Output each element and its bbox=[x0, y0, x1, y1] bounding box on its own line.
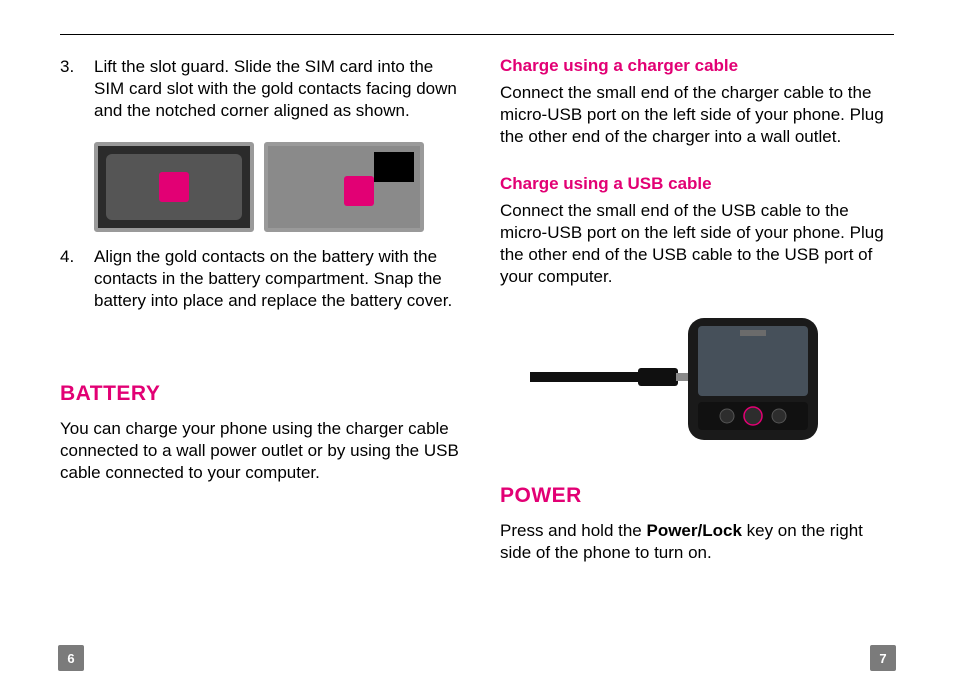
power-heading: POWER bbox=[500, 484, 896, 508]
phone-usb-cable-illustration bbox=[530, 312, 896, 442]
battery-heading: BATTERY bbox=[60, 382, 466, 406]
sim-images-row bbox=[94, 142, 466, 232]
step-text: Align the gold contacts on the battery w… bbox=[94, 246, 466, 312]
power-body-pre: Press and hold the bbox=[500, 521, 646, 540]
left-column: 3. Lift the slot guard. Slide the SIM ca… bbox=[60, 56, 466, 645]
phone-back-open-photo bbox=[94, 142, 254, 232]
power-lock-key-label: Power/Lock bbox=[646, 521, 741, 540]
page-number-right: 7 bbox=[870, 645, 896, 671]
step-number: 3. bbox=[60, 56, 94, 122]
usb-cable-heading: Charge using a USB cable bbox=[500, 174, 896, 194]
step-4: 4. Align the gold contacts on the batter… bbox=[60, 246, 466, 312]
usb-cable-body: Connect the small end of the USB cable t… bbox=[500, 200, 896, 288]
sim-insert-closeup-photo bbox=[264, 142, 424, 232]
step-3: 3. Lift the slot guard. Slide the SIM ca… bbox=[60, 56, 466, 122]
charger-cable-body: Connect the small end of the charger cab… bbox=[500, 82, 896, 148]
step-number: 4. bbox=[60, 246, 94, 312]
page-number-left: 6 bbox=[58, 645, 84, 671]
charger-cable-heading: Charge using a charger cable bbox=[500, 56, 896, 76]
top-rule bbox=[60, 34, 894, 35]
battery-body: You can charge your phone using the char… bbox=[60, 418, 466, 484]
power-body: Press and hold the Power/Lock key on the… bbox=[500, 520, 896, 564]
step-text: Lift the slot guard. Slide the SIM card … bbox=[94, 56, 466, 122]
right-column: Charge using a charger cable Connect the… bbox=[500, 56, 896, 645]
